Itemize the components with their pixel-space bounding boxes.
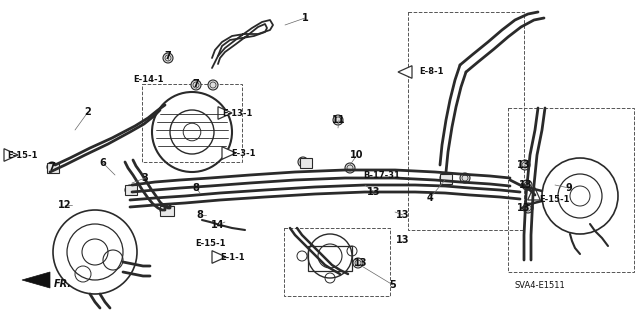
- Text: E-15-1: E-15-1: [539, 196, 569, 204]
- Text: 3: 3: [141, 173, 148, 183]
- Text: 9: 9: [566, 183, 572, 193]
- Circle shape: [345, 163, 355, 173]
- Text: 7: 7: [49, 162, 56, 172]
- Bar: [160, 206, 174, 216]
- Bar: [300, 158, 312, 168]
- Polygon shape: [22, 272, 50, 288]
- Circle shape: [125, 185, 135, 195]
- Text: 5: 5: [390, 280, 396, 290]
- Polygon shape: [212, 251, 226, 263]
- Circle shape: [163, 53, 173, 63]
- Text: 13: 13: [396, 210, 410, 220]
- Circle shape: [333, 115, 343, 125]
- Circle shape: [298, 157, 308, 167]
- Text: 13: 13: [355, 258, 368, 268]
- Text: 7: 7: [193, 79, 200, 89]
- Circle shape: [353, 258, 363, 268]
- Circle shape: [191, 80, 201, 90]
- Circle shape: [47, 162, 57, 172]
- Bar: [47, 163, 59, 173]
- Text: SVA4-E1511: SVA4-E1511: [515, 281, 565, 291]
- Text: E-15-1: E-15-1: [7, 151, 37, 160]
- Text: 13: 13: [396, 235, 410, 245]
- Text: E-1-1: E-1-1: [221, 253, 245, 262]
- Text: 14: 14: [211, 220, 225, 230]
- Text: 10: 10: [350, 150, 364, 160]
- Bar: [142, 84, 242, 162]
- Text: 8: 8: [193, 183, 200, 193]
- Text: E-15-1: E-15-1: [195, 240, 225, 249]
- Text: 7: 7: [164, 51, 172, 61]
- Polygon shape: [222, 147, 236, 159]
- Text: 1: 1: [301, 13, 308, 23]
- Text: E-3-1: E-3-1: [231, 149, 255, 158]
- Bar: [408, 12, 524, 230]
- Circle shape: [160, 205, 170, 215]
- Text: 13: 13: [517, 203, 531, 213]
- Polygon shape: [528, 186, 540, 200]
- Polygon shape: [398, 66, 412, 78]
- Text: 6: 6: [100, 158, 106, 168]
- Circle shape: [460, 173, 470, 183]
- Bar: [284, 228, 390, 296]
- Text: 13: 13: [517, 160, 531, 170]
- Polygon shape: [4, 149, 18, 161]
- Text: 13: 13: [519, 180, 532, 190]
- Circle shape: [523, 203, 533, 213]
- Bar: [440, 174, 452, 184]
- Polygon shape: [218, 107, 232, 119]
- Text: 2: 2: [84, 107, 92, 117]
- Text: 12: 12: [58, 200, 72, 210]
- Text: 4: 4: [427, 193, 433, 203]
- Text: E-14-1: E-14-1: [132, 76, 163, 85]
- Bar: [125, 185, 137, 195]
- Circle shape: [208, 80, 218, 90]
- Circle shape: [522, 180, 532, 190]
- Circle shape: [440, 173, 450, 183]
- Text: B-17-31: B-17-31: [364, 170, 401, 180]
- Text: 13: 13: [367, 187, 381, 197]
- Text: FR.: FR.: [54, 279, 72, 289]
- Text: E-13-1: E-13-1: [222, 108, 252, 117]
- Text: E-8-1: E-8-1: [420, 68, 444, 77]
- Text: 11: 11: [332, 115, 346, 125]
- Text: 8: 8: [196, 210, 204, 220]
- Bar: [308, 246, 352, 271]
- Circle shape: [520, 160, 530, 170]
- Bar: [508, 108, 634, 272]
